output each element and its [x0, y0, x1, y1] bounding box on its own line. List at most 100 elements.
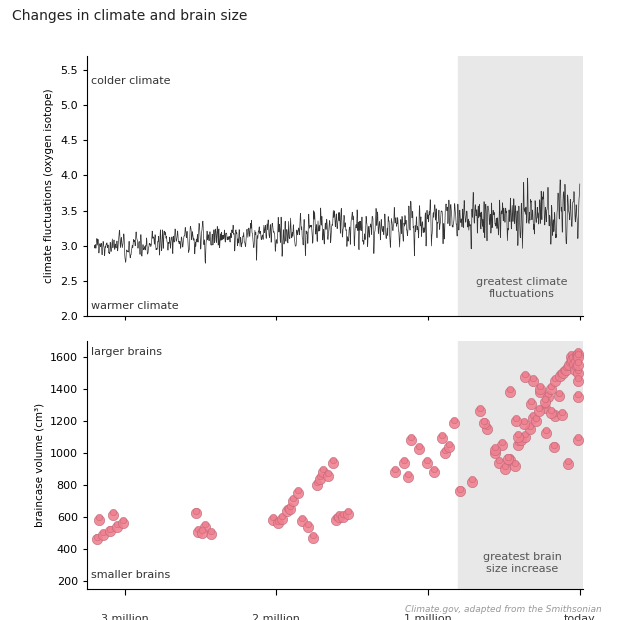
Point	[323, 471, 333, 480]
Point	[482, 424, 492, 434]
Point	[282, 506, 292, 516]
Point	[503, 451, 513, 461]
Point	[200, 519, 210, 529]
Point	[505, 384, 515, 394]
Point	[574, 349, 583, 359]
Point	[92, 531, 102, 541]
Point	[541, 425, 551, 435]
Point	[303, 521, 313, 531]
Point	[449, 415, 459, 425]
Point	[343, 509, 353, 519]
Point	[549, 443, 559, 453]
Point	[99, 527, 108, 537]
Point	[268, 515, 278, 525]
Point	[500, 464, 510, 474]
Point	[118, 518, 128, 528]
Point	[399, 458, 409, 467]
Point	[564, 360, 574, 370]
Point	[516, 435, 526, 445]
Point	[288, 496, 298, 506]
Point	[293, 488, 303, 498]
Point	[319, 464, 329, 474]
Point	[555, 368, 565, 378]
Point	[528, 376, 538, 386]
Point	[574, 360, 583, 370]
Point	[540, 397, 550, 407]
Point	[297, 513, 307, 523]
Text: 2 million
years ago: 2 million years ago	[249, 614, 304, 620]
Point	[118, 515, 128, 525]
Point	[534, 403, 544, 413]
Point	[574, 352, 583, 362]
Point	[316, 474, 326, 484]
Point	[574, 357, 583, 367]
Point	[497, 437, 507, 447]
Point	[534, 405, 544, 415]
Point	[513, 432, 523, 442]
Point	[327, 455, 337, 465]
Point	[558, 365, 568, 375]
Point	[565, 352, 575, 362]
Point	[516, 432, 526, 442]
Point	[567, 355, 577, 365]
Point	[297, 516, 307, 526]
Point	[535, 384, 545, 394]
Point	[467, 477, 477, 487]
Point	[513, 437, 523, 447]
Point	[440, 448, 450, 458]
Text: 1 million
years ago: 1 million years ago	[401, 614, 456, 620]
Point	[422, 458, 432, 467]
Point	[569, 356, 578, 366]
Text: smaller brains: smaller brains	[91, 570, 170, 580]
Point	[531, 416, 541, 426]
Point	[414, 444, 424, 454]
Point	[197, 528, 207, 538]
Point	[490, 445, 500, 454]
Point	[557, 407, 567, 417]
Point	[526, 399, 536, 409]
Point	[563, 456, 573, 466]
Point	[407, 435, 417, 445]
Point	[497, 440, 507, 450]
Point	[338, 509, 348, 519]
Point	[475, 403, 485, 413]
Point	[574, 349, 583, 359]
Point	[494, 455, 504, 465]
Text: 3 million
years ago: 3 million years ago	[97, 614, 153, 620]
Point	[312, 477, 322, 487]
Point	[455, 484, 465, 494]
Point	[323, 468, 333, 478]
Point	[467, 474, 477, 484]
Point	[293, 485, 303, 495]
Point	[99, 529, 108, 539]
Point	[436, 430, 446, 440]
Point	[482, 421, 492, 431]
Point	[543, 389, 553, 399]
Point	[330, 512, 340, 522]
Point	[505, 452, 515, 462]
Point	[429, 467, 439, 477]
Point	[404, 469, 414, 479]
Point	[526, 396, 536, 406]
Point	[404, 472, 414, 482]
Point	[572, 348, 582, 358]
Point	[319, 467, 329, 477]
Point	[574, 376, 583, 386]
Point	[475, 405, 485, 415]
Point	[206, 526, 216, 536]
Point	[531, 413, 541, 423]
Point	[549, 440, 559, 450]
Point	[422, 454, 432, 464]
Point	[108, 507, 118, 517]
Point	[390, 464, 400, 474]
Text: colder climate: colder climate	[91, 76, 171, 86]
Point	[510, 461, 520, 471]
Point	[112, 521, 122, 531]
Point	[572, 350, 582, 360]
Point	[505, 388, 515, 397]
Point	[94, 512, 104, 522]
Point	[343, 506, 353, 516]
Text: warmer climate: warmer climate	[91, 301, 179, 311]
Point	[330, 515, 340, 525]
Point	[390, 467, 400, 477]
